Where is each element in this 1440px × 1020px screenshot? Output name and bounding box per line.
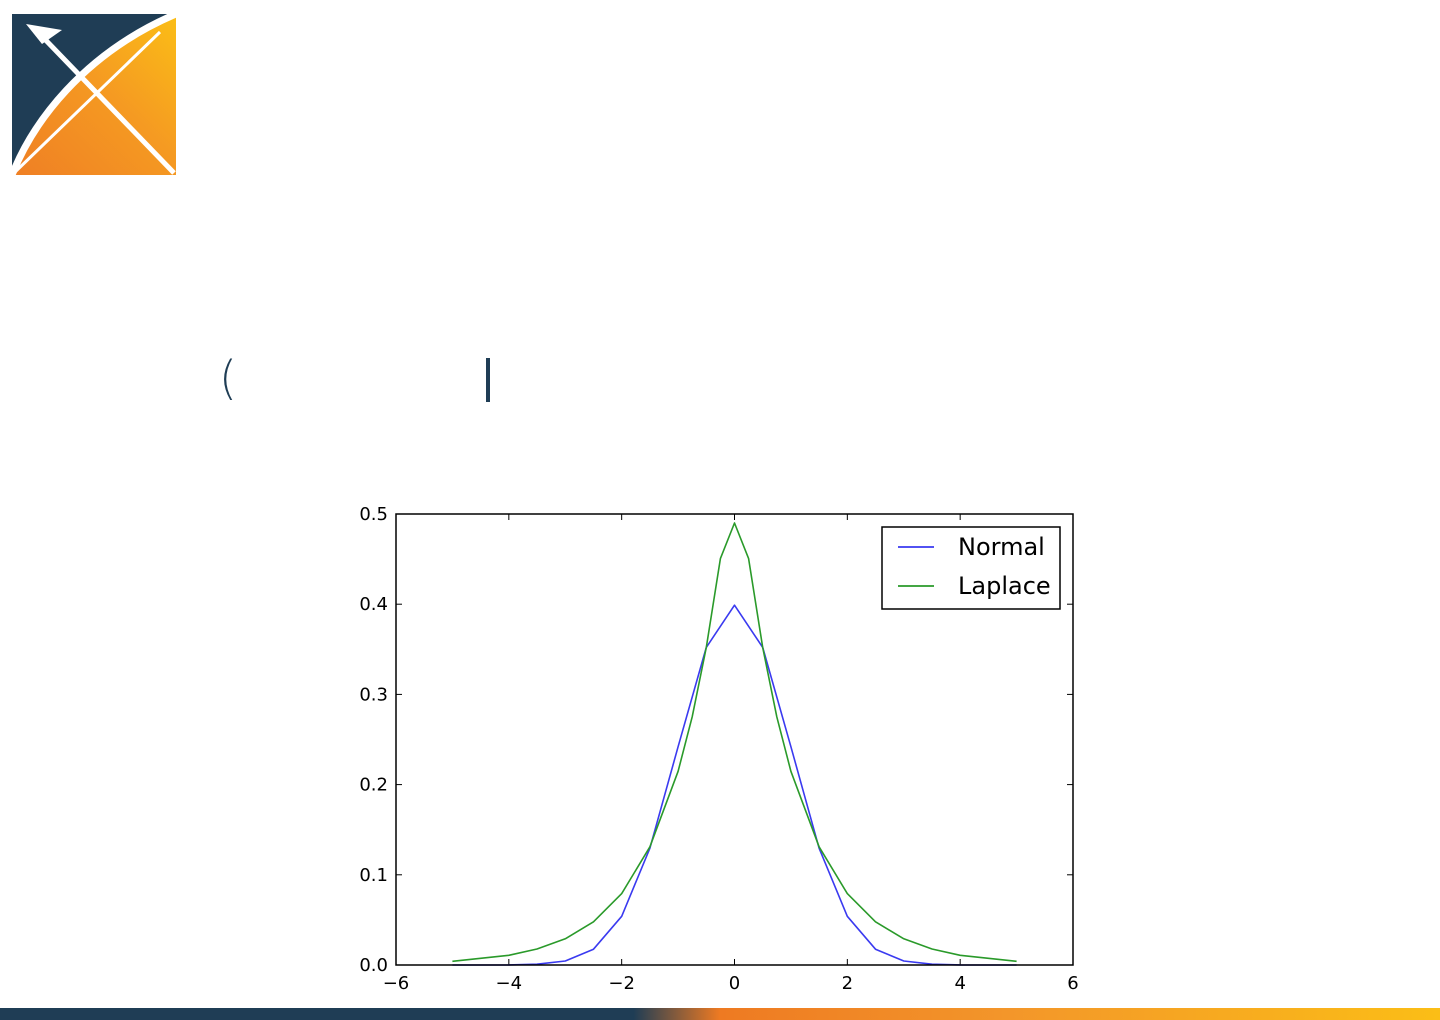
legend-box [881, 526, 1061, 610]
x-tick-label: −2 [608, 973, 635, 994]
y-tick-label: 0.1 [359, 865, 388, 886]
legend-label: Normal [958, 533, 1045, 561]
x-tick-label: −4 [496, 973, 523, 994]
axis-ticks: −6 −4 −2 0 2 4 6 0.0 0.1 0.2 0.3 0.4 0.5 [359, 504, 1078, 994]
title-fragment-bar [486, 358, 490, 402]
x-logo-icon [12, 14, 176, 175]
x-tick-label: 6 [1067, 973, 1078, 994]
legend: Normal Laplace [881, 526, 1061, 610]
series-lines [452, 522, 1017, 966]
legend-label: Laplace [958, 572, 1051, 600]
series-line-normal [452, 604, 1017, 966]
series-line-laplace [452, 522, 1017, 963]
y-tick-label: 0.0 [359, 955, 388, 976]
y-tick-label: 0.2 [359, 775, 388, 796]
x-tick-label: 2 [842, 973, 853, 994]
distribution-chart: −6 −4 −2 0 2 4 6 0.0 0.1 0.2 0.3 0.4 0.5 Normal Lapla… [359, 504, 1078, 994]
y-tick-label: 0.3 [359, 684, 388, 705]
x-tick-label: −6 [383, 973, 410, 994]
x-tick-label: 0 [729, 973, 740, 994]
y-tick-label: 0.4 [359, 594, 388, 615]
y-tick-label: 0.5 [359, 504, 388, 525]
footer-accent-bar [0, 1008, 1440, 1020]
x-tick-label: 4 [954, 973, 965, 994]
title-fragment-paren: ( [219, 351, 237, 405]
plot-frame [395, 513, 1074, 966]
